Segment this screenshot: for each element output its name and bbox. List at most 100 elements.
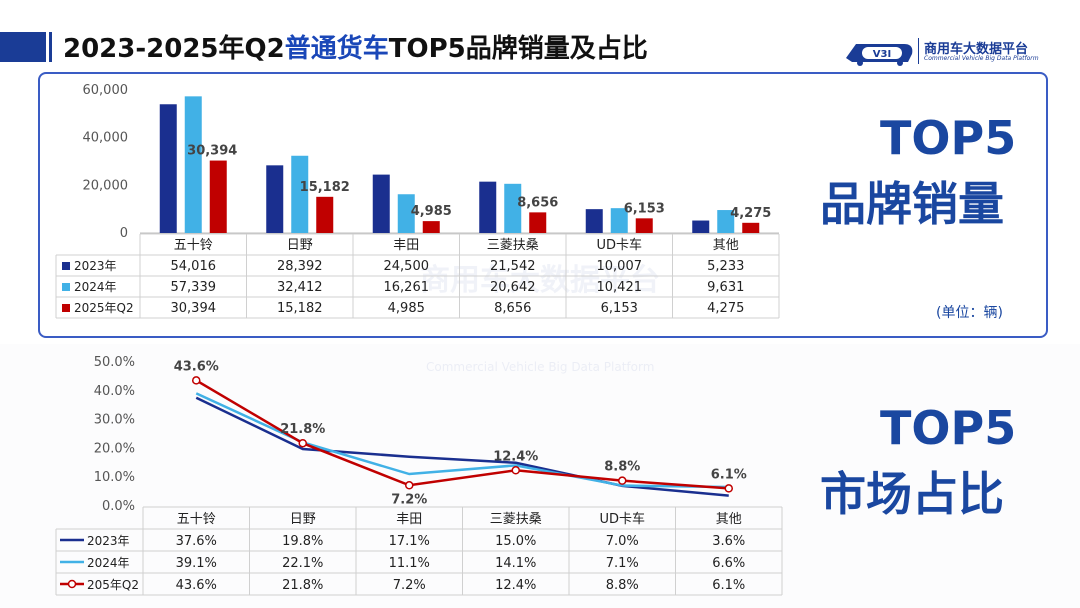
table-cell: 15,182 [277,301,323,316]
bar-2025年Q2-丰田 [422,221,440,233]
bar-2024年-其他 [717,210,735,233]
data-label: 43.6% [174,359,219,374]
line-2023年 [195,396,729,497]
category-label: 日野 [287,238,313,253]
line-2024年 [195,392,729,489]
bar-2023年-其他 [692,220,710,233]
table-cell: 37.6% [176,534,217,549]
legend-label: 205年Q2 [87,578,139,592]
legend-label: 2024年 [87,556,130,570]
table-cell: 54,016 [171,259,217,274]
data-label: 7.2% [391,492,427,507]
bar-2024年-日野 [291,155,309,233]
table-cell: 14.1% [495,556,536,571]
bar-2025年Q2-日野 [316,196,334,233]
bar-2025年Q2-UD卡车 [635,218,653,233]
svg-text:V3I: V3I [873,49,891,60]
legend-label: 2024年 [74,280,117,294]
table-cell: 12.4% [495,578,536,593]
legend-label: 2023年 [74,259,117,273]
category-label: 其他 [716,512,742,527]
category-label: 五十铃 [174,238,213,253]
bar-2024年-UD卡车 [610,208,628,233]
legend-marker [67,579,77,589]
category-label: 丰田 [396,512,422,527]
truck-logo-icon: V3I [846,44,913,66]
y-tick-label: 10.0% [94,470,135,485]
marker-日野 [298,438,307,448]
logo-text: 商用车大数据平台 [924,42,1029,57]
category-label: UD卡车 [596,237,642,253]
data-label: 4,275 [730,206,771,221]
legend-swatch-2023年 [62,262,70,270]
watermark-subtext: Commercial Vehicle Big Data Platform [426,360,655,374]
table-cell: 11.1% [389,556,430,571]
table-cell: 22.1% [282,556,323,571]
category-label: 三菱扶桑 [490,512,542,527]
bar-2023年-丰田 [372,174,390,233]
table-cell: 6.6% [712,556,745,571]
table-cell: 39.1% [176,556,217,571]
logo-subtext: Commercial Vehicle Big Data Platform [924,55,1039,62]
bar-2023年-UD卡车 [585,209,603,233]
sales-label-top5: TOP5 [880,111,1017,165]
table-cell: 9,631 [707,280,744,295]
bar-2024年-五十铃 [184,96,202,234]
share-section-background [0,344,1080,608]
unit-note: (单位：辆) [936,305,1003,321]
table-cell: 21.8% [282,578,323,593]
table-cell: 6.1% [712,578,745,593]
y-tick-label: 60,000 [83,83,129,98]
table-cell: 20,642 [490,280,536,295]
data-label: 12.4% [493,449,538,464]
table-cell: 7.0% [606,534,639,549]
legend-swatch-2025年Q2 [62,304,70,312]
data-label: 6.1% [711,467,747,482]
marker-三菱扶桑 [511,466,520,475]
y-tick-label: 20.0% [94,441,135,456]
bar-2025年Q2-三菱扶桑 [529,212,547,233]
table-cell: 16,261 [384,280,430,295]
legend-label: 2025年Q2 [74,301,134,315]
bar-2023年-三菱扶桑 [479,181,497,233]
table-cell: 8,656 [494,301,531,316]
category-label: 丰田 [393,238,419,253]
table-cell: 5,233 [707,259,744,274]
category-label: 日野 [290,512,316,527]
share-label-top5: TOP5 [880,401,1017,455]
bar-2024年-丰田 [397,194,415,233]
table-cell: 10,007 [597,259,643,274]
bar-2023年-日野 [266,165,284,233]
y-tick-label: 20,000 [83,178,129,193]
table-cell: 4,985 [388,301,425,316]
table-cell: 7.1% [606,556,639,571]
category-label: 其他 [713,238,739,253]
table-cell: 21,542 [490,259,536,274]
legend-swatch-2024年 [62,283,70,291]
table-cell: 19.8% [282,534,323,549]
table-cell: 28,392 [277,259,323,274]
data-label: 8,656 [517,195,558,210]
bar-2024年-三菱扶桑 [504,183,522,233]
table-cell: 43.6% [176,578,217,593]
data-label: 30,394 [187,144,237,159]
marker-丰田 [405,481,414,490]
data-label: 15,182 [300,180,350,195]
table-cell: 10,421 [597,280,643,295]
data-label: 4,985 [411,204,452,219]
share-label-market-share: 市场占比 [820,467,1004,521]
y-tick-label: 0 [120,226,128,241]
legend-label: 2023年 [87,534,130,548]
table-cell: 8.8% [606,578,639,593]
table-cell: 6,153 [601,301,638,316]
table-cell: 57,339 [171,280,217,295]
y-tick-label: 50.0% [94,355,135,370]
bar-2023年-五十铃 [159,104,177,233]
data-label: 8.8% [604,460,640,475]
table-cell: 7.2% [393,578,426,593]
marker-其他 [724,484,733,493]
y-tick-label: 30.0% [94,413,135,428]
table-cell: 3.6% [712,534,745,549]
sales-label-brand-sales: 品牌销量 [820,177,1004,231]
bar-2025年Q2-五十铃 [209,160,227,233]
